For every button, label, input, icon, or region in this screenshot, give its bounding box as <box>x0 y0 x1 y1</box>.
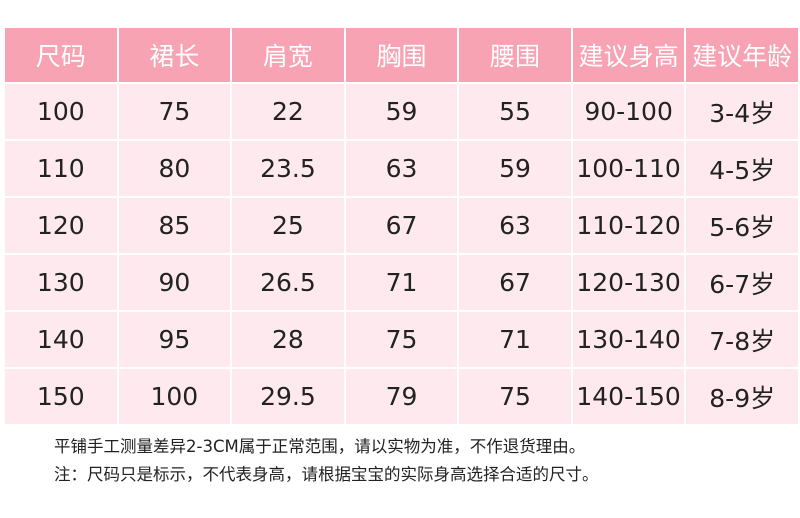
column-header: 肩宽 <box>230 26 346 84</box>
column-header: 建议身高 <box>570 26 687 84</box>
table-cell: 63 <box>343 139 460 198</box>
table-cell: 23.5 <box>230 139 346 198</box>
table-cell: 100 <box>3 82 119 141</box>
table-cell: 71 <box>343 253 460 312</box>
table-cell: 140-150 <box>570 367 687 426</box>
table-cell: 150 <box>3 367 119 426</box>
column-header: 腰围 <box>457 26 573 84</box>
table-cell: 75 <box>343 310 460 369</box>
table-cell: 67 <box>343 196 460 255</box>
note-measurement: 平铺手工测量差异2-3CM属于正常范围，请以实物为准，不作退货理由。 <box>54 437 586 456</box>
table-cell: 63 <box>457 196 573 255</box>
table-cell: 79 <box>343 367 460 426</box>
table-row: 130 90 26.5 71 67 120-130 6-7岁 <box>3 253 800 312</box>
table-cell: 130 <box>3 253 119 312</box>
table-cell: 7-8岁 <box>684 310 800 369</box>
table-cell: 140 <box>3 310 119 369</box>
table-cell: 75 <box>116 82 233 141</box>
table-cell: 120 <box>3 196 119 255</box>
column-header: 胸围 <box>343 26 460 84</box>
table-cell: 6-7岁 <box>684 253 800 312</box>
notes: 平铺手工测量差异2-3CM属于正常范围，请以实物为准，不作退货理由。 注：尺码只… <box>54 433 599 489</box>
column-header: 裙长 <box>116 26 233 84</box>
table-cell: 120-130 <box>570 253 687 312</box>
table-cell: 22 <box>230 82 346 141</box>
table-cell: 28 <box>230 310 346 369</box>
note-size: 注：尺码只是标示，不代表身高，请根据宝宝的实际身高选择合适的尺寸。 <box>54 465 599 484</box>
table-cell: 26.5 <box>230 253 346 312</box>
table-row: 150 100 29.5 79 75 140-150 8-9岁 <box>3 367 800 426</box>
table-cell: 90 <box>116 253 233 312</box>
table-row: 100 75 22 59 55 90-100 3-4岁 <box>3 82 800 141</box>
table-cell: 75 <box>457 367 573 426</box>
table-cell: 59 <box>457 139 573 198</box>
table-cell: 95 <box>116 310 233 369</box>
column-header: 尺码 <box>3 26 119 84</box>
table-cell: 55 <box>457 82 573 141</box>
header-row: 尺码 裙长 肩宽 胸围 腰围 建议身高 建议年龄 <box>3 26 800 84</box>
table-cell: 110-120 <box>570 196 687 255</box>
table-cell: 8-9岁 <box>684 367 800 426</box>
table-cell: 100-110 <box>570 139 687 198</box>
table-cell: 5-6岁 <box>684 196 800 255</box>
table-cell: 100 <box>116 367 233 426</box>
table-cell: 85 <box>116 196 233 255</box>
table-row: 120 85 25 67 63 110-120 5-6岁 <box>3 196 800 255</box>
table-cell: 71 <box>457 310 573 369</box>
table-cell: 67 <box>457 253 573 312</box>
table-cell: 59 <box>343 82 460 141</box>
column-header: 建议年龄 <box>684 26 800 84</box>
table-row: 110 80 23.5 63 59 100-110 4-5岁 <box>3 139 800 198</box>
table-cell: 3-4岁 <box>684 82 800 141</box>
table-cell: 25 <box>230 196 346 255</box>
size-chart-table: 尺码 裙长 肩宽 胸围 腰围 建议身高 建议年龄 100 75 22 59 55 90-100 3-4岁… <box>3 26 800 426</box>
table-cell: 90-100 <box>570 82 687 141</box>
table-row: 140 95 28 75 71 130-140 7-8岁 <box>3 310 800 369</box>
table-cell: 130-140 <box>570 310 687 369</box>
table-cell: 4-5岁 <box>684 139 800 198</box>
table-cell: 110 <box>3 139 119 198</box>
table-cell: 80 <box>116 139 233 198</box>
table-cell: 29.5 <box>230 367 346 426</box>
